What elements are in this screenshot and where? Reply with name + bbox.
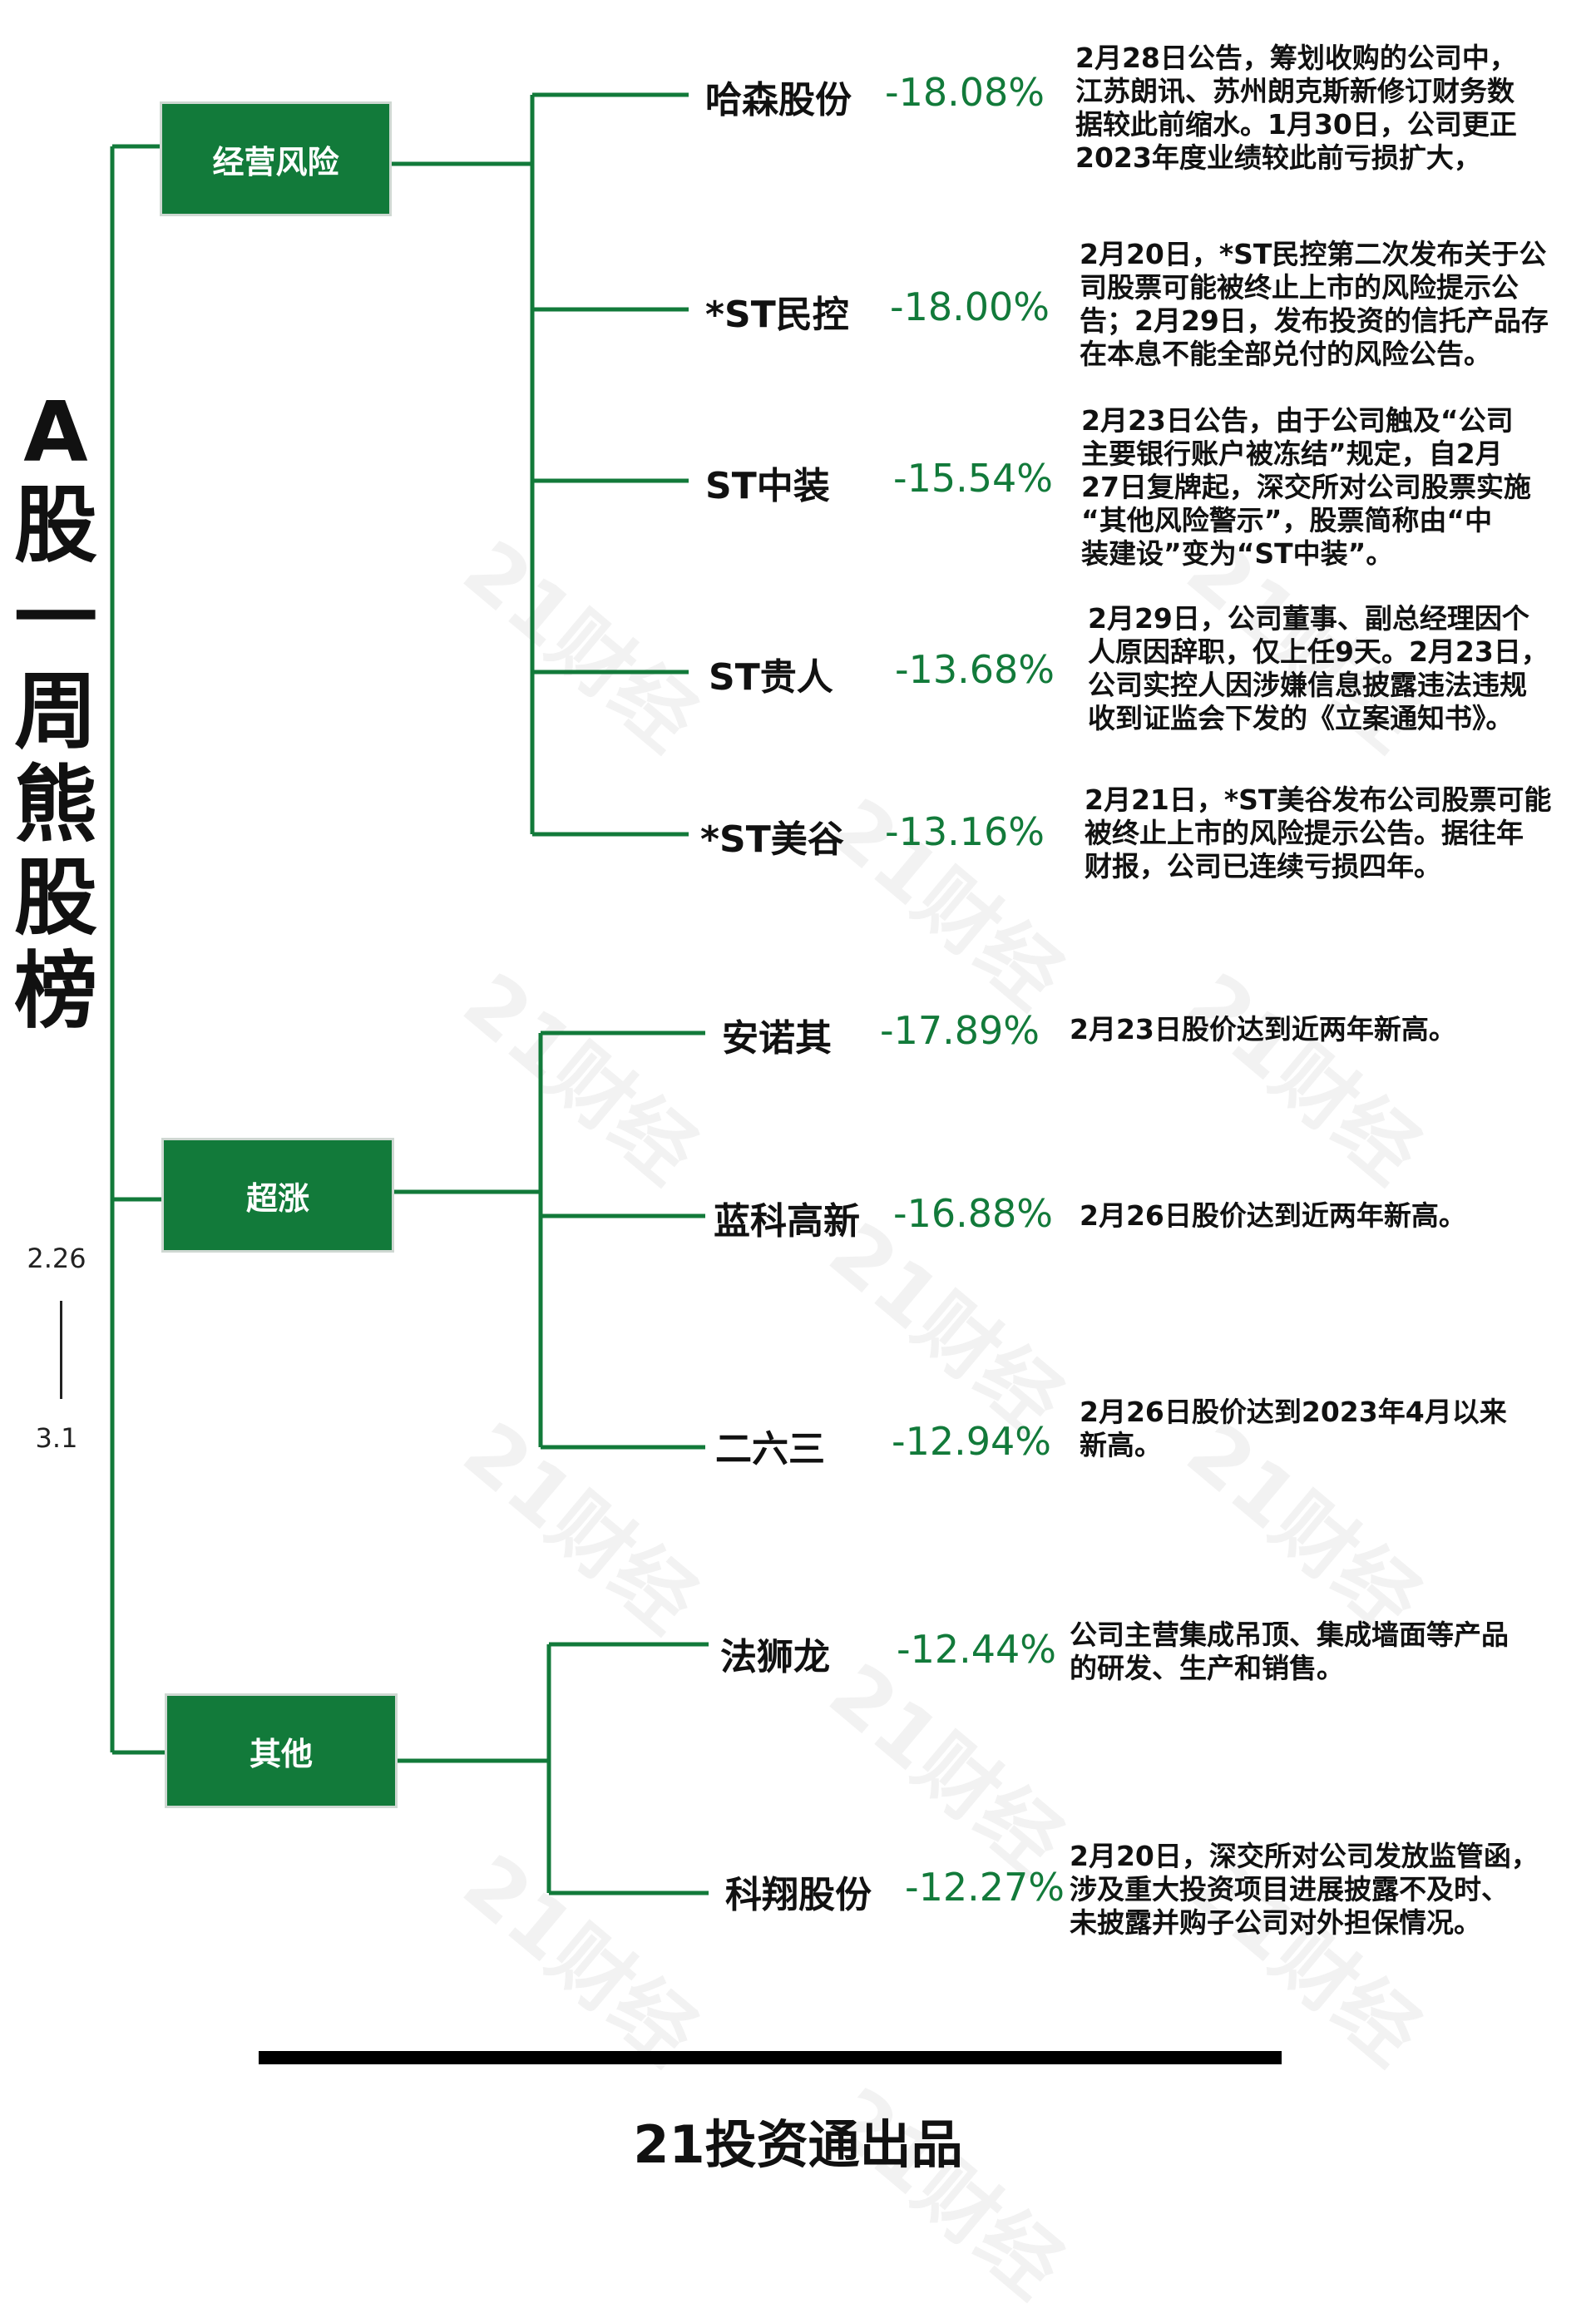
stock-note: 2月20日，深交所对公司发放监管函， 涉及重大投资项目进展披露不及时、 未披露并…	[1070, 1840, 1539, 1939]
watermark: 21财经	[1169, 955, 1438, 1201]
watermark: 21财经	[446, 1404, 714, 1650]
stock-name: 科翔股份	[725, 1874, 872, 1916]
stock-change: -15.54%	[893, 456, 1053, 501]
date-separator	[60, 1301, 62, 1399]
stock-note: 2月26日股价达到近两年新高。	[1080, 1199, 1466, 1232]
category-box-other: 其他	[165, 1693, 398, 1808]
stock-name: 安诺其	[722, 1017, 832, 1060]
stock-name: ST中装	[705, 465, 830, 507]
stock-note: 2月29日，公司董事、副总经理因个 人原因辞职，仅上任9天。2月23日， 公司实…	[1088, 602, 1549, 734]
stock-change: -16.88%	[893, 1191, 1053, 1236]
stock-note: 2月21日，*ST美谷发布公司股票可能 被终止上市的风险提示公告。据往年 财报，…	[1085, 783, 1552, 882]
footer-divider	[259, 2051, 1282, 2064]
stock-change: -18.08%	[885, 70, 1045, 115]
footer-credit: 21投资通出品	[633, 2114, 963, 2175]
stock-name: 法狮龙	[720, 1636, 830, 1678]
date-start: 2.26	[27, 1243, 86, 1274]
stock-note: 2月28日公告，筹划收购的公司中， 江苏朗讯、苏州朗克斯新修订财务数 据较此前缩…	[1075, 42, 1517, 174]
stock-note: 2月20日，*ST民控第二次发布关于公 司股票可能被终止上市的风险提示公 告；2…	[1080, 238, 1549, 370]
watermark: 21财经	[446, 1836, 714, 2083]
stock-change: -12.27%	[905, 1865, 1065, 1910]
stock-change: -17.89%	[880, 1008, 1040, 1053]
stock-change: -13.16%	[885, 809, 1045, 854]
stock-change: -12.44%	[897, 1627, 1056, 1672]
category-box-overheated: 超涨	[161, 1138, 394, 1253]
stock-name: 哈森股份	[705, 79, 852, 121]
title-char: 一	[14, 570, 97, 667]
title-char: 熊	[14, 756, 97, 853]
watermark: 21财经	[812, 780, 1080, 1026]
watermark: 21财经	[812, 2069, 1080, 2316]
title-char: 榜	[14, 942, 97, 1040]
watermark: 21财经	[446, 955, 714, 1201]
category-box-operating-risk: 经营风险	[160, 101, 392, 216]
title-char: 周	[14, 663, 97, 760]
stock-name: ST贵人	[709, 656, 833, 699]
title-char: 股	[14, 849, 97, 946]
date-end: 3.1	[35, 1422, 78, 1454]
stock-name: 二六三	[715, 1428, 825, 1470]
stock-note: 2月23日公告，由于公司触及“公司 主要银行账户被冻结”规定，自2月 27日复牌…	[1081, 404, 1531, 570]
watermark: 21财经	[446, 522, 714, 769]
stock-name: 蓝科高新	[714, 1200, 860, 1243]
stock-note: 2月26日股价达到2023年4月以来 新高。	[1080, 1396, 1507, 1461]
stock-note: 2月23日股价达到近两年新高。	[1070, 1013, 1456, 1045]
title-char: A	[23, 383, 88, 481]
stock-change: -18.00%	[890, 284, 1050, 329]
stock-change: -13.68%	[895, 647, 1055, 692]
stock-name: *ST民控	[705, 294, 849, 336]
stock-name: *ST美谷	[700, 818, 844, 861]
stock-change: -12.94%	[892, 1419, 1051, 1464]
stock-note: 公司主营集成吊顶、集成墙面等产品 的研发、生产和销售。	[1070, 1619, 1509, 1684]
title-char: 股	[14, 477, 97, 574]
